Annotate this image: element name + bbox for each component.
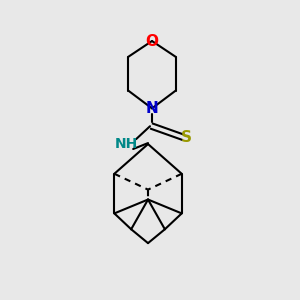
Text: O: O <box>146 34 158 49</box>
Text: N: N <box>146 101 158 116</box>
Text: NH: NH <box>115 137 138 151</box>
Text: S: S <box>181 130 192 145</box>
